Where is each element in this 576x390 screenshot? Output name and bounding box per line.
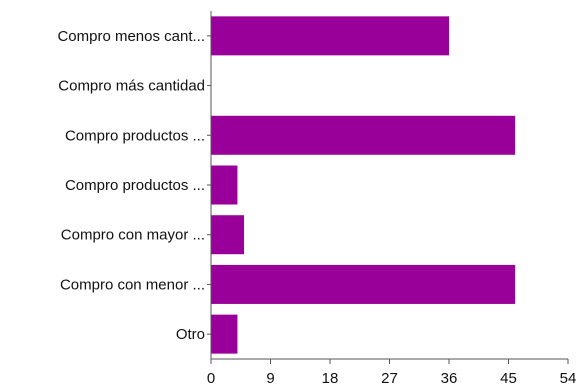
x-tick-label: 0 xyxy=(207,370,215,387)
bar xyxy=(211,16,449,56)
category-label: Compro productos ... xyxy=(65,177,205,194)
x-tick-label: 45 xyxy=(500,370,517,387)
bars-group xyxy=(211,16,516,354)
x-tick-label: 54 xyxy=(560,370,576,387)
category-labels: Compro menos cant... Compro más cantidad C… xyxy=(57,28,211,343)
bar xyxy=(211,115,516,155)
bar xyxy=(211,264,516,304)
bar xyxy=(211,165,238,205)
x-tick-label: 18 xyxy=(322,370,339,387)
x-tick-label: 9 xyxy=(266,370,274,387)
x-tick-label: 36 xyxy=(441,370,458,387)
x-axis-ticks: 0 9 18 27 36 45 54 xyxy=(207,359,576,387)
category-label: Compro con menor ... xyxy=(60,276,205,293)
x-tick-label: 27 xyxy=(381,370,398,387)
bar xyxy=(211,314,238,354)
category-label: Otro xyxy=(176,326,205,343)
category-label: Compro más cantidad xyxy=(58,78,205,95)
category-label: Compro menos cant... xyxy=(57,28,205,45)
category-label: Compro productos ... xyxy=(65,127,205,144)
bar xyxy=(211,215,245,255)
category-label: Compro con mayor ... xyxy=(61,227,205,244)
